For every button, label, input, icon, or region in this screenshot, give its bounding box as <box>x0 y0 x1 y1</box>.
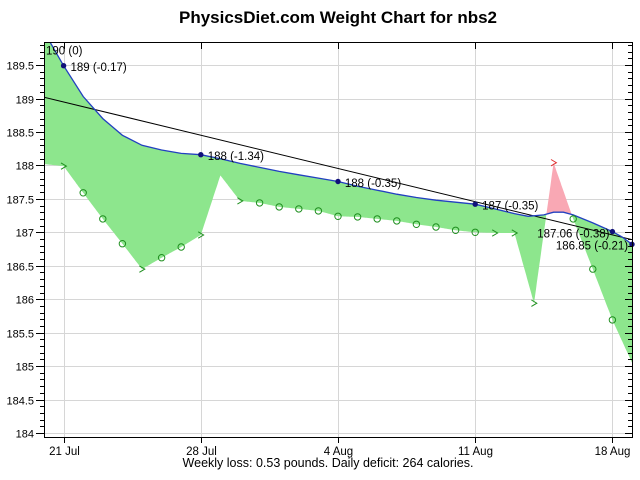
chart-title: PhysicsDiet.com Weight Chart for nbs2 <box>178 8 498 27</box>
daily-weight-point-circle <box>608 316 617 324</box>
daily-weight-point-circle <box>353 213 362 221</box>
interpolated-point-arrow <box>139 265 146 273</box>
interpolated-point-arrow <box>60 162 68 170</box>
daily-weight-point-circle <box>589 265 597 273</box>
daily-weight-point-circle <box>99 215 107 223</box>
trend-point-dot <box>609 228 616 235</box>
daily-weight-point-circle <box>569 215 577 223</box>
interpolated-point-arrow <box>491 229 499 237</box>
daily-weight-point-circle <box>157 254 166 262</box>
green-area-weight-below-trend <box>44 42 547 304</box>
daily-weight-point-circle <box>118 240 127 248</box>
daily-weight-point-circle <box>393 217 401 225</box>
y-tick-label: 185.5 <box>6 329 34 341</box>
y-tick-label: 188.5 <box>6 128 34 140</box>
y-axis-labels: 189.5 189 188.5 188 187.5 187 186.5 186 185.5 185… <box>6 61 34 441</box>
point-label: 189 (-0.17) <box>71 62 127 74</box>
daily-weight-point-circle <box>432 223 440 231</box>
trend-point-dot <box>60 62 67 69</box>
y-tick-label: 186 <box>16 295 34 307</box>
daily-weight-point-circle <box>275 203 283 211</box>
daily-weight-point-circle <box>471 228 479 237</box>
shaded-areas <box>44 42 632 363</box>
trend-point-dot <box>198 152 204 158</box>
chart-caption: Weekly loss: 0.53 pounds. Daily deficit:… <box>182 456 474 470</box>
daily-weight-point-circle <box>177 243 185 251</box>
y-tick-label: 189.5 <box>6 61 34 73</box>
y-tick-label: 188 <box>16 161 34 173</box>
point-label: 190 (0) <box>46 45 83 57</box>
point-label: 188 (-1.34) <box>208 151 264 163</box>
point-label: 188 (-0.35) <box>345 178 401 190</box>
trend-line <box>49 42 632 245</box>
daily-weight-point-circle <box>255 199 264 207</box>
y-tick-label: 186.5 <box>6 262 34 274</box>
axes <box>36 42 633 443</box>
interpolated-point-arrow <box>237 197 244 205</box>
trend-point-dot <box>335 178 341 185</box>
daily-weight-point-circle <box>373 215 381 223</box>
pink-area-weight-above-trend <box>546 162 572 215</box>
point-label: 186.85 (-0.21) <box>556 241 628 253</box>
y-tick-label: 185 <box>16 362 34 374</box>
x-tick-label: 28 Jul <box>186 446 217 458</box>
daily-weight-markers <box>60 159 617 324</box>
x-tick-label: 11 Aug <box>458 446 493 458</box>
y-tick-label: 187.5 <box>6 195 34 207</box>
daily-weight-point-circle <box>451 226 460 235</box>
y-tick-label: 187 <box>16 228 34 240</box>
point-label: 187 (-0.35) <box>482 201 538 213</box>
y-tick-label: 189 <box>16 95 34 107</box>
interpolated-point-arrow <box>511 229 519 237</box>
interpolated-point-arrow <box>197 231 205 239</box>
x-tick-label: 4 Aug <box>324 446 353 458</box>
x-axis-labels: 21 Jul 28 Jul 4 Aug 11 Aug 18 Aug <box>49 446 630 458</box>
point-labels: 190 (0) 189 (-0.17) 188 (-1.34) 188 (-0.35)… <box>46 45 628 252</box>
trend-dots <box>60 62 635 247</box>
interpolated-point-arrow-red <box>550 159 558 167</box>
green-area-weight-below-trend <box>571 214 632 363</box>
daily-weight-point-circle <box>412 220 421 229</box>
y-tick-label: 184 <box>16 429 34 441</box>
interpolated-point-arrow <box>531 299 538 307</box>
daily-weight-point-circle <box>295 205 303 213</box>
x-tick-label: 18 Aug <box>595 446 631 458</box>
point-label: 187.06 (-0.38) <box>537 229 609 241</box>
daily-weight-point-circle <box>334 212 342 221</box>
daily-weight-point-circle <box>79 189 87 197</box>
daily-weight-point-circle <box>314 207 323 215</box>
y-tick-label: 184.5 <box>6 396 34 408</box>
x-tick-label: 21 Jul <box>49 446 80 458</box>
trend-point-dot <box>472 201 478 207</box>
